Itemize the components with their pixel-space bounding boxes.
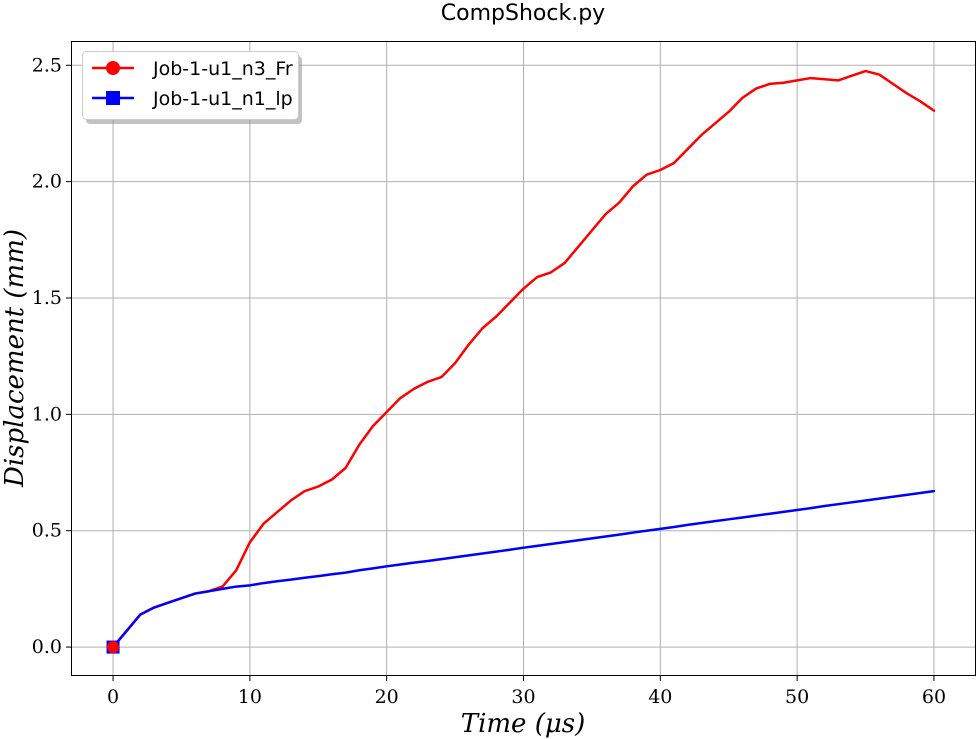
y-axis-label: Displacement (mm) bbox=[0, 229, 30, 488]
y-tick-label: 0.5 bbox=[32, 520, 62, 542]
grid bbox=[72, 42, 975, 675]
legend: Job-1-u1_n3_Fr Job-1-u1_n1_lp bbox=[82, 51, 302, 124]
axis-ticks: 0 10 20 30 40 50 60 0.0 0.5 1.0 1.5 2.0 2.5 bbox=[32, 54, 946, 708]
legend-box bbox=[82, 51, 299, 120]
x-axis-label: Time (μs) bbox=[461, 709, 586, 739]
x-tick-label: 10 bbox=[238, 686, 262, 708]
x-tick-label: 30 bbox=[511, 686, 535, 708]
legend-label-series-1: Job-1-u1_n1_lp bbox=[152, 88, 293, 110]
legend-label-series-0: Job-1-u1_n3_Fr bbox=[152, 58, 293, 80]
y-tick-label: 2.5 bbox=[32, 54, 62, 76]
y-tick-label: 1.5 bbox=[32, 287, 62, 309]
y-tick-label: 0.0 bbox=[32, 636, 62, 658]
legend-marker-circle bbox=[106, 61, 120, 75]
legend-marker-square bbox=[106, 91, 120, 105]
x-tick-label: 0 bbox=[107, 686, 119, 708]
series-marker-circle bbox=[107, 641, 120, 654]
x-tick-label: 50 bbox=[785, 686, 809, 708]
y-tick-label: 2.0 bbox=[32, 171, 62, 193]
y-tick-label: 1.0 bbox=[32, 403, 62, 425]
chart-title: CompShock.py bbox=[441, 1, 605, 26]
x-tick-label: 40 bbox=[648, 686, 672, 708]
x-tick-label: 60 bbox=[922, 686, 946, 708]
plot-series bbox=[106, 69, 936, 654]
series-line-1 bbox=[111, 489, 936, 649]
series-line-0 bbox=[111, 69, 936, 649]
x-tick-label: 20 bbox=[375, 686, 399, 708]
